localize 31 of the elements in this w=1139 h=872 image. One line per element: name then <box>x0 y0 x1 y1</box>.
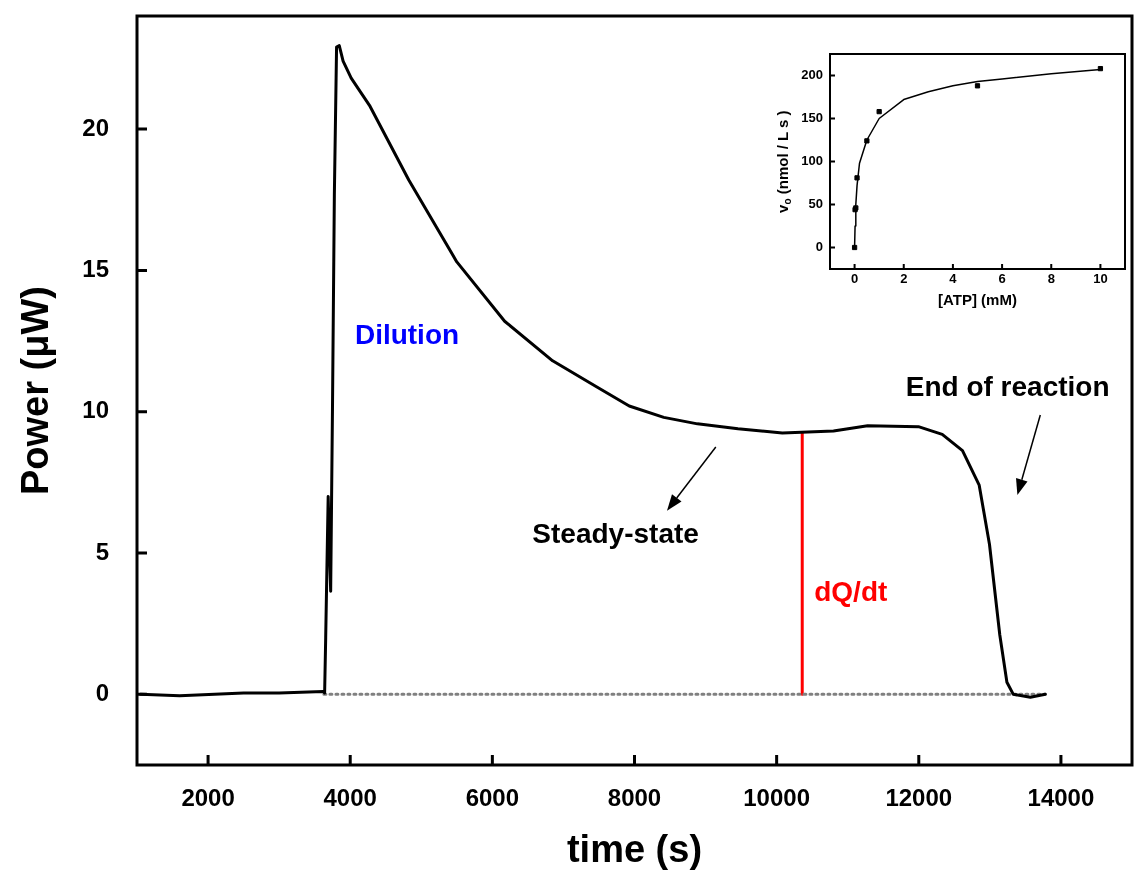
x-tick-label: 2 <box>900 271 908 287</box>
y-tick-label: 150 <box>801 110 823 126</box>
x-tick-label: 12000 <box>885 784 953 812</box>
x-tick-label: 8000 <box>607 784 662 812</box>
annotation: Steady-state <box>532 517 699 549</box>
x-tick-label: 4 <box>949 271 958 287</box>
series-label: dQ/dt <box>814 576 888 608</box>
x-tick-label: 10000 <box>743 784 811 812</box>
y-tick-label: 10 <box>82 396 109 424</box>
x-tick-label: 2000 <box>181 784 235 812</box>
x-tick-label: 6000 <box>465 784 520 812</box>
y-tick-label: 50 <box>808 196 823 212</box>
x-tick-label: 10 <box>1093 271 1108 287</box>
y-tick-label: 5 <box>95 537 109 565</box>
y-tick-label: 100 <box>801 153 823 169</box>
y-axis-title: vo (nmol / L s ) <box>774 110 794 213</box>
annotation: Dilution <box>354 318 460 350</box>
x-tick-label: 14000 <box>1027 784 1095 812</box>
y-axis-title: Power (μW) <box>14 285 57 496</box>
y-tick-label: 15 <box>82 255 109 282</box>
x-tick-label: 0 <box>850 271 859 287</box>
annotation: End of reaction <box>905 370 1110 402</box>
x-tick-label: 6 <box>998 271 1006 287</box>
x-axis-title: [ATP] (mM) <box>938 291 1017 309</box>
y-tick-label: 0 <box>95 678 109 706</box>
y-tick-label: 0 <box>815 239 823 255</box>
y-tick-label: 200 <box>801 67 823 83</box>
x-tick-label: 8 <box>1047 271 1055 287</box>
y-tick-label: 20 <box>82 113 109 141</box>
x-axis-title: time (s) <box>566 828 703 871</box>
x-tick-label: 4000 <box>323 784 377 812</box>
